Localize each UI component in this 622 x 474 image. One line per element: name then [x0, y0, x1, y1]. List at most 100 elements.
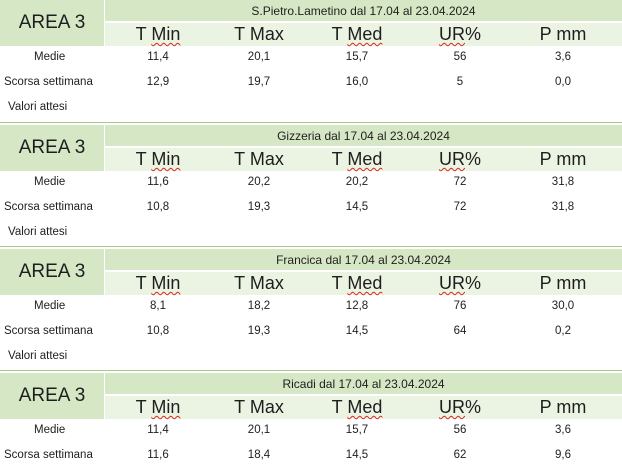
cell-value: 16,0: [345, 76, 369, 88]
cell-value: 0,2: [555, 325, 571, 337]
cell-value: 11,6: [147, 176, 169, 188]
cell-value: 5: [456, 76, 464, 88]
table-row: Scorsa settimana 10,8 19,3 14,5 64 0,2: [0, 320, 622, 345]
column-header: T Min: [135, 149, 181, 169]
table-separator: [0, 122, 622, 123]
cell-value: 12,9: [146, 76, 170, 88]
table-row: Scorsa settimana 12,9 19,7 16,0 5 0,0: [0, 71, 622, 96]
spellcheck-mark: Med: [347, 149, 383, 169]
table-row: Medie 11,6 20,2 20,2 72 31,8: [0, 171, 622, 196]
cell-value: 56: [453, 424, 467, 436]
cell-value: 3,6: [555, 424, 571, 436]
table-header: AREA 3 S.Pietro.Lametino dal 17.04 al 23.…: [0, 0, 622, 46]
spellcheck-mark: UR: [438, 397, 465, 417]
spellcheck-mark: Min: [151, 273, 181, 293]
column-header: P mm: [539, 24, 587, 44]
area-label: AREA 3: [0, 0, 105, 46]
table-row: Scorsa settimana 11,6 18,4 14,5 62 9,6: [0, 444, 622, 469]
cell-value: 11,4: [147, 424, 169, 436]
column-header: T Med: [331, 397, 383, 417]
column-headers: T Min T Max T Med UR% P mm: [105, 148, 622, 171]
row-label: Scorsa settimana: [4, 449, 93, 461]
station-title: S.Pietro.Lametino dal 17.04 al 23.04.202…: [105, 0, 622, 23]
weather-table: AREA 3 Ricadi dal 17.04 al 23.04.2024 T Mi…: [0, 373, 622, 469]
row-label: Medie: [34, 51, 66, 63]
cell-value: 11,6: [147, 449, 169, 461]
cell-value: 18,4: [247, 449, 271, 461]
table-row: Valori attesi: [0, 221, 622, 246]
row-label: Scorsa settimana: [4, 325, 93, 337]
row-label: Medie: [34, 424, 66, 436]
table-row: Valori attesi: [0, 96, 622, 121]
cell-value: 30,0: [551, 300, 575, 312]
weather-table: AREA 3 Gizzeria dal 17.04 al 23.04.2024 T …: [0, 125, 622, 247]
cell-value: 18,2: [247, 300, 271, 312]
row-label: Valori attesi: [8, 101, 68, 113]
cell-value: 76: [453, 300, 467, 312]
cell-value: 72: [453, 176, 467, 188]
cell-value: 14,5: [345, 201, 369, 213]
column-header: T Min: [135, 397, 181, 417]
spellcheck-mark: Med: [347, 24, 383, 44]
column-header: T Max: [234, 273, 284, 293]
row-label: Medie: [34, 300, 66, 312]
cell-value: 62: [453, 449, 467, 461]
cell-value: 8,1: [150, 300, 166, 312]
column-header: P mm: [539, 273, 587, 293]
cell-value: 19,7: [247, 76, 271, 88]
column-header: T Min: [135, 24, 181, 44]
column-header: T Med: [331, 24, 383, 44]
cell-value: 15,7: [345, 424, 369, 436]
spellcheck-mark: UR: [438, 149, 465, 169]
cell-value: 0,0: [555, 76, 571, 88]
area-label: AREA 3: [0, 125, 105, 171]
column-header: UR%: [438, 149, 482, 169]
cell-value: 10,8: [146, 325, 170, 337]
cell-value: 11,4: [147, 51, 169, 63]
table-row: Valori attesi: [0, 345, 622, 370]
spellcheck-mark: Med: [347, 397, 383, 417]
cell-value: 20,1: [247, 424, 271, 436]
table-row: Scorsa settimana 10,8 19,3 14,5 72 31,8: [0, 196, 622, 221]
cell-value: 14,5: [345, 449, 369, 461]
row-label: Medie: [34, 176, 66, 188]
column-header: T Max: [234, 24, 284, 44]
weather-table: AREA 3 Francica dal 17.04 al 23.04.2024 T …: [0, 249, 622, 371]
table-row: Medie 8,1 18,2 12,8 76 30,0: [0, 295, 622, 320]
cell-value: 19,3: [247, 201, 271, 213]
spellcheck-mark: Med: [347, 273, 383, 293]
table-separator: [0, 246, 622, 247]
column-header: UR%: [438, 24, 482, 44]
column-headers: T Min T Max T Med UR% P mm: [105, 23, 622, 46]
column-header: UR%: [438, 397, 482, 417]
weather-table: AREA 3 S.Pietro.Lametino dal 17.04 al 23.…: [0, 0, 622, 123]
cell-value: 15,7: [345, 51, 369, 63]
cell-value: 20,1: [247, 51, 271, 63]
station-title: Gizzeria dal 17.04 al 23.04.2024: [105, 125, 622, 148]
spellcheck-mark: Min: [151, 24, 181, 44]
column-headers: T Min T Max T Med UR% P mm: [105, 396, 622, 419]
area-label: AREA 3: [0, 373, 105, 419]
spellcheck-mark: UR: [438, 273, 465, 293]
column-header: T Min: [135, 273, 181, 293]
table-row: Medie 11,4 20,1 15,7 56 3,6: [0, 46, 622, 71]
column-header: P mm: [539, 149, 587, 169]
cell-value: 56: [453, 51, 467, 63]
spellcheck-mark: UR: [438, 24, 465, 44]
table-row: Medie 11,4 20,1 15,7 56 3,6: [0, 419, 622, 444]
column-header: T Med: [331, 149, 383, 169]
cell-value: 31,8: [551, 201, 575, 213]
column-headers: T Min T Max T Med UR% P mm: [105, 272, 622, 295]
column-header: P mm: [539, 397, 587, 417]
cell-value: 20,2: [345, 176, 369, 188]
cell-value: 64: [453, 325, 467, 337]
table-header: AREA 3 Ricadi dal 17.04 al 23.04.2024 T Mi…: [0, 373, 622, 419]
cell-value: 14,5: [345, 325, 369, 337]
column-header: T Max: [234, 397, 284, 417]
spellcheck-mark: Min: [151, 149, 181, 169]
cell-value: 10,8: [146, 201, 170, 213]
row-label: Scorsa settimana: [4, 201, 93, 213]
cell-value: 12,8: [345, 300, 369, 312]
cell-value: 72: [453, 201, 467, 213]
spellcheck-mark: Min: [151, 397, 181, 417]
